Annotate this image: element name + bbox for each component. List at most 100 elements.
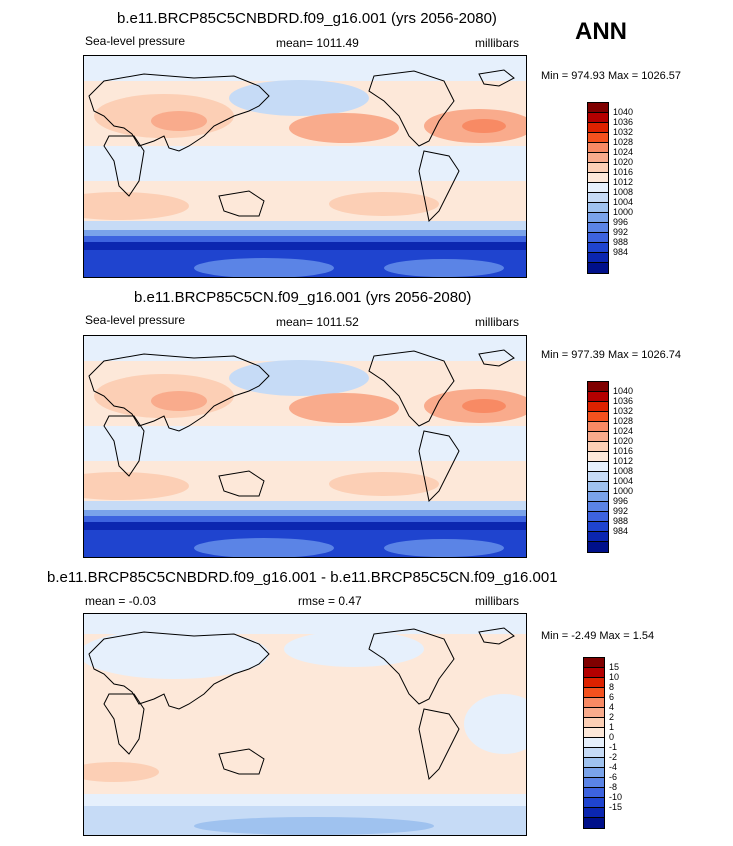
colorbar-tick-label: 1024 [613,147,634,157]
colorbar-swatch [588,452,608,462]
colorbar-swatch [588,223,608,233]
colorbar-swatch [584,808,604,818]
colorbar-swatch [588,123,608,133]
colorbar-swatch [584,718,604,728]
colorbar-tick-label: 1016 [613,167,634,177]
colorbar-tick-label: 6 [609,692,615,702]
colorbar-swatch [584,688,604,698]
panel1-field-label: Sea-level pressure [85,34,186,48]
colorbar-swatch [584,798,604,808]
panel1-title: b.e11.BRCP85C5CNBDRD.f09_g16.001 (yrs 20… [117,10,497,27]
season-label: ANN [575,18,627,45]
panel2-colorbar-labels: 1040 1036 1032 1028 1024 1020 1016 1012 1008 1004… [613,381,653,551]
colorbar-swatch [588,203,608,213]
panel1-colorbar-labels: 1040 1036 1032 1028 1024 1020 1016 1012 1008 1004… [613,102,653,272]
colorbar-swatch [588,492,608,502]
colorbar-tick-label: 1028 [613,416,634,426]
colorbar-swatch [588,263,608,273]
panel3-colorbar-labels: 15 10 8 6 4 2 1 0 -1 -2 -4 -6 -8 -10 -15 [609,657,649,827]
colorbar-tick-label: 996 [613,496,629,506]
colorbar-swatch [584,758,604,768]
panel2-title: b.e11.BRCP85C5CN.f09_g16.001 (yrs 2056-2… [134,289,472,306]
colorbar-tick-label: 1012 [613,456,634,466]
colorbar-swatch [588,532,608,542]
panel3-mean: mean = -0.03 [85,594,157,608]
colorbar-swatch [588,502,608,512]
panel2-map [83,335,527,558]
panel1-units: millibars [475,36,520,50]
colorbar-swatch [588,392,608,402]
colorbar-tick-label: 1016 [613,446,634,456]
colorbar-tick-label: 1004 [613,197,634,207]
colorbar-swatch [588,153,608,163]
colorbar-swatch [584,668,604,678]
panel2-colorbar-swatches [587,381,609,553]
panel1-minmax: Min = 974.93 Max = 1026.57 [541,70,682,82]
colorbar-tick-label: 1028 [613,137,634,147]
panel2-minmax: Min = 977.39 Max = 1026.74 [541,349,682,361]
colorbar-tick-label: -8 [609,782,618,792]
colorbar-swatch [584,748,604,758]
colorbar-swatch [588,253,608,263]
colorbar-swatch [584,778,604,788]
panel2-map-svg [84,336,526,557]
colorbar-tick-label: -1 [609,742,618,752]
colorbar-tick-label: 1004 [613,476,634,486]
colorbar-swatch [584,818,604,828]
panel2-mean: mean= 1011.52 [276,315,359,329]
colorbar-tick-label: 1036 [613,396,634,406]
colorbar-tick-label: 1020 [613,157,634,167]
colorbar-tick-label: 4 [609,702,615,712]
colorbar-tick-label: 10 [609,672,620,682]
colorbar-tick-label: 1000 [613,486,634,496]
colorbar-swatch [588,103,608,113]
colorbar-swatch [588,193,608,203]
panel1-map-svg [84,56,526,277]
colorbar-tick-label: 2 [609,712,615,722]
colorbar-swatch [584,728,604,738]
colorbar-swatch [588,143,608,153]
colorbar-tick-label: -15 [609,802,623,812]
panel3-units: millibars [475,594,520,608]
colorbar-tick-label: -4 [609,762,618,772]
colorbar-tick-label: 1032 [613,127,634,137]
colorbar-tick-label: 992 [613,227,629,237]
colorbar-tick-label: -6 [609,772,618,782]
colorbar-swatch [588,542,608,552]
colorbar-tick-label: -2 [609,752,618,762]
panel3-map [83,613,527,836]
colorbar-swatch [584,658,604,668]
colorbar-tick-label: 1036 [613,117,634,127]
colorbar-tick-label: 1040 [613,386,634,396]
colorbar-swatch [588,133,608,143]
colorbar-swatch [584,698,604,708]
colorbar-swatch [588,432,608,442]
panel2-units: millibars [475,315,520,329]
colorbar-swatch [588,233,608,243]
colorbar-swatch [584,708,604,718]
colorbar-tick-label: 996 [613,217,629,227]
colorbar-swatch [588,113,608,123]
panel1-colorbar-swatches [587,102,609,274]
colorbar-tick-label: 992 [613,506,629,516]
panel3-rmse: rmse = 0.47 [298,594,362,608]
colorbar-swatch [584,678,604,688]
colorbar-tick-label: 8 [609,682,615,692]
colorbar-tick-label: 1008 [613,466,634,476]
panel3-colorbar-swatches [583,657,605,829]
colorbar-swatch [588,482,608,492]
colorbar-swatch [588,522,608,532]
panel3-minmax: Min = -2.49 Max = 1.54 [541,630,655,642]
panel1-map [83,55,527,278]
colorbar-tick-label: 1000 [613,207,634,217]
colorbar-swatch [584,788,604,798]
colorbar-tick-label: 1012 [613,177,634,187]
panel2-field-label: Sea-level pressure [85,313,186,327]
colorbar-swatch [588,412,608,422]
colorbar-tick-label: 1032 [613,406,634,416]
colorbar-swatch [588,382,608,392]
colorbar-tick-label: 1040 [613,107,634,117]
colorbar-swatch [588,213,608,223]
colorbar-swatch [588,243,608,253]
panel3-map-svg [84,614,526,835]
